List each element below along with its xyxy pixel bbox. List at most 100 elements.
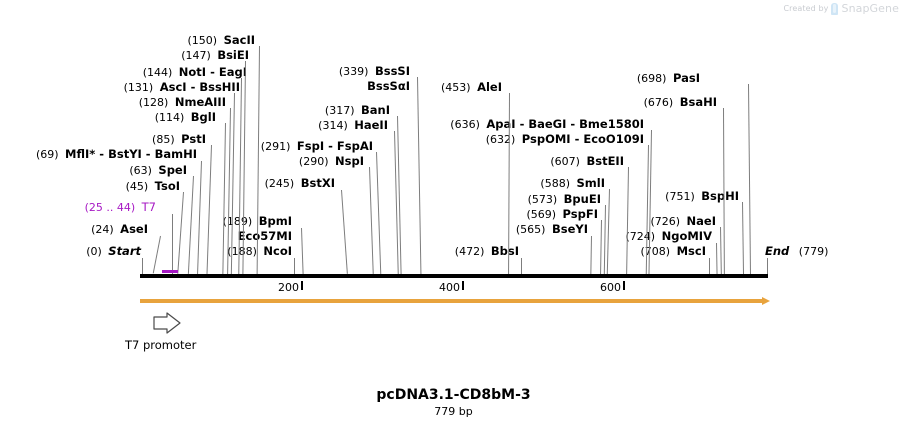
ruler-tick-200 — [301, 281, 303, 290]
site-name-bsteii: BstEII — [586, 154, 624, 168]
site-label-pasi[interactable]: (698) PasI — [637, 72, 700, 85]
site-name-smli: SmlI — [576, 176, 606, 190]
feature-label-t7[interactable]: (25 .. 44) T7 — [85, 201, 156, 214]
site-label-asei[interactable]: (24) AseI — [91, 223, 148, 236]
site-pos-end: (779) — [798, 245, 829, 258]
leader-line-mfli — [197, 160, 202, 274]
site-pos-bbsi: (472) — [454, 245, 485, 258]
site-label-msci[interactable]: (708) MscI — [641, 245, 706, 258]
site-pos-bsahi: (676) — [643, 96, 674, 109]
site-pos-naei: (726) — [650, 215, 681, 228]
ruler-tick-400 — [462, 281, 464, 290]
snapgene-watermark: Created by SnapGene — [783, 2, 899, 15]
site-name-fspi: FspI - FspAI — [296, 139, 373, 153]
site-label-bsssai[interactable]: BssSαI — [367, 80, 410, 93]
site-pos-bsteii: (607) — [550, 155, 580, 168]
leader-line-bpuei — [603, 204, 606, 274]
site-label-bseyi[interactable]: (565) BseYI — [516, 223, 588, 236]
leader-line-t7 — [172, 214, 173, 274]
leader-line-end — [767, 258, 768, 274]
site-pos-mfli: (69) — [35, 148, 59, 161]
sequence-direction-arrowhead — [762, 297, 770, 305]
site-name-pasi: PasI — [672, 71, 700, 85]
site-name-tsoi: TsoI — [154, 179, 180, 193]
sequence-orange-bar — [140, 299, 762, 303]
site-pos-haeii: (314) — [318, 119, 348, 132]
site-label-eco57mi[interactable]: Eco57MI — [238, 230, 292, 243]
site-label-fspi[interactable]: (291) FspI - FspAI — [261, 140, 373, 153]
site-label-bsphi[interactable]: (751) BspHI — [665, 190, 739, 203]
site-name-noti: NotI - EagI — [178, 65, 247, 79]
leader-line-bpmi — [301, 227, 304, 274]
site-label-start[interactable]: (0) Start — [86, 245, 141, 258]
site-name-mfli: MflI* - BstYI - BamHI — [65, 147, 197, 161]
site-name-bpuei: BpuEI — [563, 192, 601, 206]
site-label-bstxi[interactable]: (245) BstXI — [265, 177, 335, 190]
site-name-bsiei: BsiEI — [217, 48, 249, 62]
site-label-bpmi[interactable]: (189) BpmI — [223, 215, 292, 228]
site-name-haeii: HaeII — [354, 118, 388, 132]
site-label-asci[interactable]: (131) AscI - BssHII — [124, 81, 240, 94]
leader-line-psti — [206, 144, 212, 274]
site-label-nspi[interactable]: (290) NspI — [299, 155, 364, 168]
site-name-bseyi: BseYI — [551, 222, 588, 236]
site-label-spei[interactable]: (63) SpeI — [129, 164, 187, 177]
site-pos-msci: (708) — [640, 245, 671, 258]
leader-line-tsoi — [177, 191, 184, 274]
site-label-pspomi[interactable]: (632) PspOMI - EcoO109I — [486, 133, 644, 146]
feature-name-t7: T7 — [141, 200, 156, 214]
leader-line-pspfi — [600, 219, 602, 275]
site-label-bgli[interactable]: (114) BglI — [155, 111, 216, 124]
site-name-bbsi: BbsI — [490, 244, 519, 258]
site-label-bbsi[interactable]: (472) BbsI — [455, 245, 519, 258]
site-name-asei: AseI — [120, 222, 148, 236]
site-label-smli[interactable]: (588) SmlI — [540, 177, 605, 190]
site-label-mfli[interactable]: (69) MflI* - BstYI - BamHI — [36, 148, 197, 161]
site-pos-nspi: (290) — [298, 155, 329, 168]
site-label-nmeaiii[interactable]: (128) NmeAIII — [139, 96, 226, 109]
site-pos-apai: (636) — [450, 118, 480, 131]
feature-bar-t7[interactable] — [162, 270, 178, 273]
site-label-apai[interactable]: (636) ApaI - BaeGI - Bme1580I — [450, 118, 644, 131]
site-label-bsssi[interactable]: (339) BssSI — [339, 65, 410, 78]
site-label-psti[interactable]: (85) PstI — [152, 133, 206, 146]
watermark-brand: SnapGene — [841, 2, 899, 15]
site-pos-noti: (144) — [142, 66, 173, 79]
site-pos-psti: (85) — [152, 133, 175, 146]
snapgene-logo-icon — [831, 2, 839, 15]
site-pos-alei: (453) — [440, 81, 471, 94]
site-label-bsteii[interactable]: (607) BstEII — [550, 155, 624, 168]
site-label-bani[interactable]: (317) BanI — [325, 104, 390, 117]
site-label-ncoi[interactable]: (188) NcoI — [227, 245, 292, 258]
site-label-alei[interactable]: (453) AleI — [441, 81, 502, 94]
site-pos-pspfi: (569) — [526, 208, 557, 221]
site-name-bsphi: BspHI — [701, 189, 739, 203]
site-label-haeii[interactable]: (314) HaeII — [318, 119, 388, 132]
leader-line-pasi — [748, 83, 751, 274]
leader-line-bgli — [222, 122, 226, 274]
leader-line-bseyi — [590, 235, 592, 275]
site-pos-bgli: (114) — [154, 111, 185, 124]
leader-line-bstxi — [341, 189, 348, 274]
site-label-noti[interactable]: (144) NotI - EagI — [143, 66, 247, 79]
site-pos-fspi: (291) — [260, 140, 291, 153]
t7-promoter-arrow-icon[interactable] — [152, 312, 182, 342]
leader-line-msci — [709, 258, 710, 274]
site-label-ngomiv[interactable]: (724) NgoMIV — [626, 230, 712, 243]
site-label-pspfi[interactable]: (569) PspFI — [526, 208, 598, 221]
site-name-end: End — [765, 244, 790, 258]
site-label-end[interactable]: End (779) — [765, 245, 828, 258]
site-pos-bsssi: (339) — [338, 65, 369, 78]
site-label-bpuei[interactable]: (573) BpuEI — [528, 193, 601, 206]
site-label-bsiei[interactable]: (147) BsiEI — [181, 49, 249, 62]
site-label-tsoi[interactable]: (45) TsoI — [126, 180, 180, 193]
leader-line-bbsi — [521, 258, 522, 274]
site-pos-bsphi: (751) — [665, 190, 695, 203]
site-pos-bpmi: (189) — [222, 215, 253, 228]
site-pos-nmeaiii: (128) — [138, 96, 169, 109]
site-label-bsahi[interactable]: (676) BsaHI — [644, 96, 717, 109]
leader-line-fspi — [376, 151, 382, 274]
site-pos-asei: (24) — [91, 223, 114, 236]
site-label-naei[interactable]: (726) NaeI — [650, 215, 716, 228]
site-label-sacii[interactable]: (150) SacII — [187, 34, 255, 47]
